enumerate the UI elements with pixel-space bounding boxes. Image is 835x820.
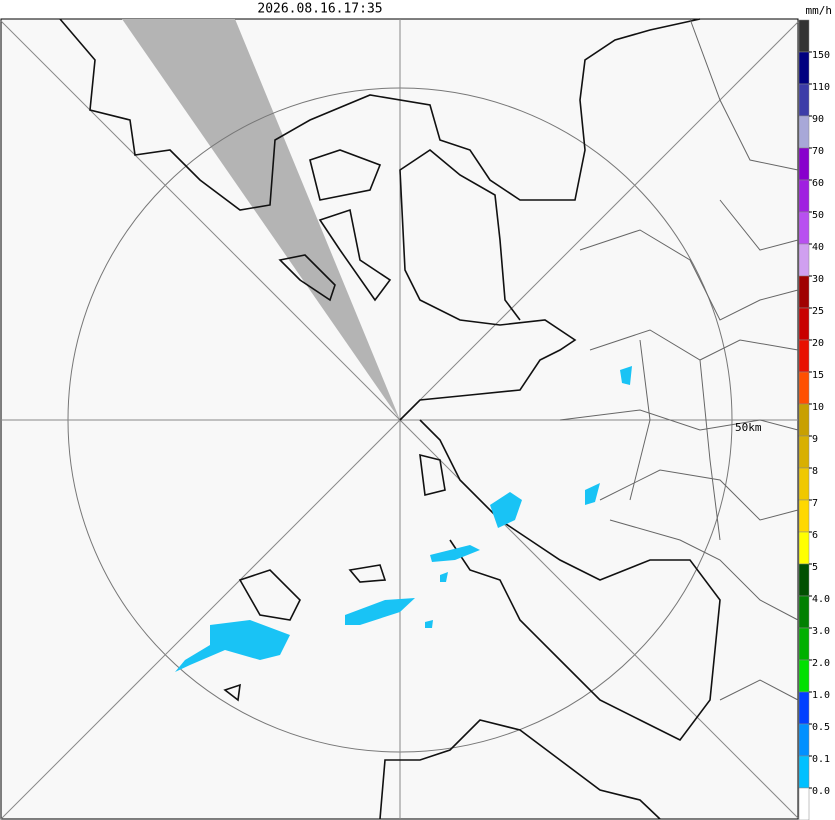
legend-swatch [798,659,810,693]
legend-swatch [798,179,810,213]
legend-swatch [798,595,810,629]
unit-label: mm/h [806,4,833,17]
legend-label: 30 [812,274,824,285]
legend-swatch [798,83,810,117]
legend-label: 10 [812,402,824,413]
legend-swatch [798,147,810,181]
legend-label: 6 [812,530,818,541]
admin-border [559,18,799,701]
legend-label: 4.0 [812,594,830,605]
island [223,453,446,702]
timestamp: 2026.08.16.17:35 [257,2,382,17]
legend-label: 0.5 [812,722,830,733]
legend-swatch [798,115,810,149]
axis-line [0,21,799,820]
legend-label: 20 [812,338,824,349]
legend-label: 40 [812,242,824,253]
legend-label: 90 [812,114,824,125]
legend-label: 5 [812,562,818,573]
rain-echo [345,598,415,625]
range-label: 50km [735,421,762,434]
legend-label: 50 [812,210,824,221]
legend-label: 9 [812,434,818,445]
island [278,149,392,302]
rain-echo [425,366,632,628]
coastline [379,719,661,820]
legend-swatch [798,755,810,789]
legend-swatch [798,499,810,533]
legend-swatch [798,371,810,405]
color-legend: 150 110 90 70 60 50 40 30 25 20 15 10 9 8 7 6 5 4.0 3.0 2.0… [798,19,830,820]
legend-label: 110 [812,82,830,93]
legend-swatch [798,243,810,277]
legend-swatch [798,563,810,597]
legend-label: 0.1 [812,754,830,765]
beam-blockage [122,19,400,420]
coastline [399,149,577,421]
legend-label: 8 [812,466,818,477]
legend-swatch [798,467,810,501]
legend-swatch [798,403,810,437]
legend-swatch [798,19,810,53]
legend-swatch [798,307,810,341]
legend-swatch [798,275,810,309]
legend-label: 7 [812,498,818,509]
legend-label: 3.0 [812,626,830,637]
map [0,18,799,820]
legend-swatch [798,627,810,661]
precipitation [175,366,632,672]
legend-swatch [798,787,810,820]
legend-label: 150 [812,50,830,61]
legend-label: 70 [812,146,824,157]
legend-label: 25 [812,306,824,317]
legend-swatch [798,435,810,469]
legend-swatch [798,691,810,725]
rain-echo [430,545,480,562]
legend-label: 2.0 [812,658,830,669]
legend-swatch [798,339,810,373]
legend-label: 60 [812,178,824,189]
legend-swatch [798,51,810,85]
legend-swatch [798,723,810,757]
coastline [59,18,701,211]
rain-echo [175,620,290,672]
legend-label: 0.0 [812,786,830,797]
legend-swatch [798,211,810,245]
legend-label: 15 [812,370,824,381]
rain-echo [490,492,522,528]
legend-label: 1.0 [812,690,830,701]
legend-swatch [798,531,810,565]
